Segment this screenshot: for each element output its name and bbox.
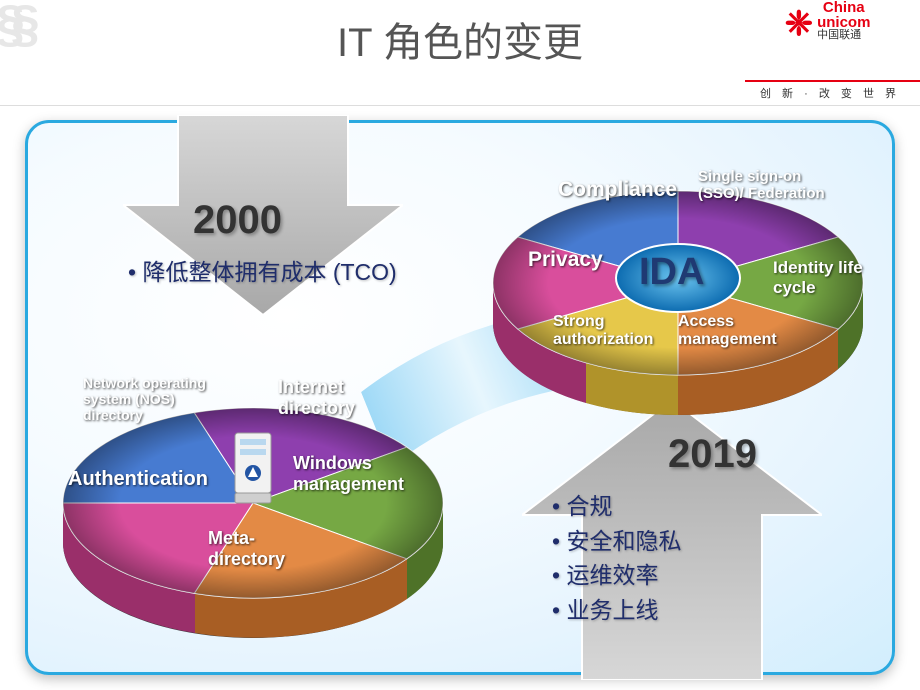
seg-lifecycle: Identity life cycle [773, 258, 873, 297]
pie-2019: IDA Compliance Single sign-on (SSO)/ Fed… [473, 138, 883, 428]
year-2000-label: 2000 [193, 198, 282, 243]
seg-nos: Network operating system (NOS) directory [83, 375, 213, 423]
logo-english: Chinaunicom [817, 0, 870, 30]
seg-auth: Authentication [68, 468, 223, 491]
ida-center-label: IDA [639, 251, 704, 294]
seg-privacy: Privacy [528, 248, 603, 272]
year-2019-label: 2019 [668, 432, 757, 477]
bullet-2019-0: • 合规 [552, 489, 747, 524]
header-accent-line [745, 80, 920, 82]
bullets-2019: • 合规 • 安全和隐私 • 运维效率 • 业务上线 [552, 489, 747, 627]
main-panel: 2000 • 降低整体拥有成本 (TCO) 2019 • 合规 • 安全和隐私 … [25, 120, 895, 675]
logo-mark-icon: ❈ [785, 7, 814, 41]
brand-logo: ❈ Chinaunicom 中国联通 [740, 0, 915, 41]
logo-chinese: 中国联通 [817, 30, 861, 41]
seg-compliance: Compliance [558, 178, 677, 202]
seg-meta: Meta-directory [208, 528, 308, 569]
seg-access: Access management [678, 313, 808, 350]
header-divider [0, 105, 920, 106]
pie-2000: Network operating system (NOS) directory… [43, 353, 463, 643]
seg-windows: Windows management [293, 453, 443, 494]
seg-internet: Internet directory [278, 377, 388, 418]
bullet-2019-3: • 业务上线 [552, 593, 747, 628]
brand-tagline: 创 新 · 改 变 世 界 [745, 85, 915, 101]
bullet-2019-2: • 运维效率 [552, 558, 747, 593]
bullet-2000: • 降低整体拥有成本 (TCO) [128, 253, 397, 287]
seg-sso: Single sign-on (SSO)/ Federation [698, 168, 828, 203]
server-icon [223, 423, 283, 513]
bullet-2019-1: • 安全和隐私 [552, 524, 747, 559]
seg-strongauth: Strong authorization [553, 313, 673, 350]
